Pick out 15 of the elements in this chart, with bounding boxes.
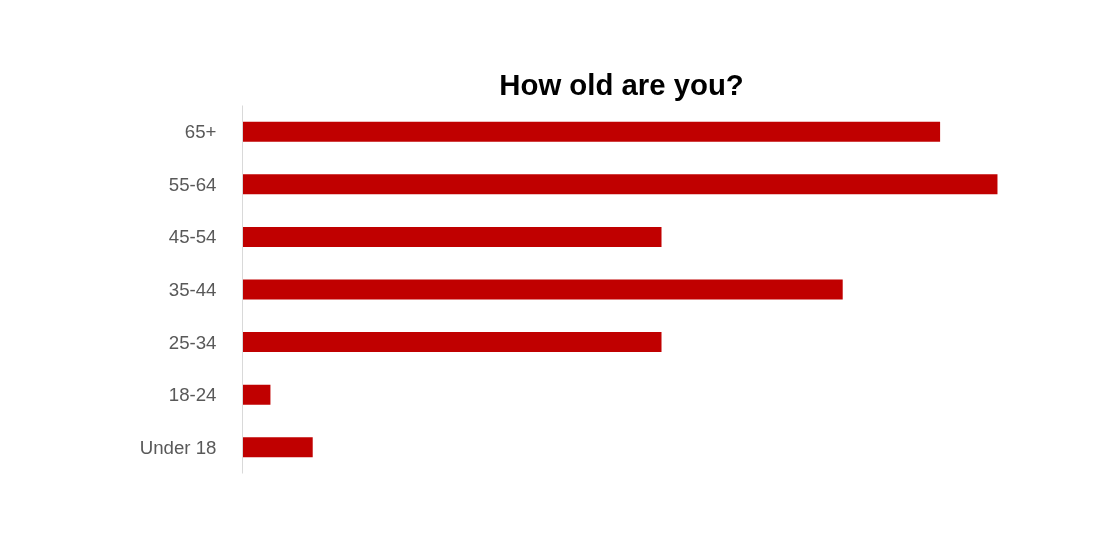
chart-title: How old are you? bbox=[499, 67, 744, 101]
bar bbox=[242, 437, 313, 458]
y-tick-label: 18-24 bbox=[168, 384, 217, 406]
bar bbox=[242, 121, 941, 142]
y-tick-label: 65+ bbox=[184, 121, 217, 143]
bar bbox=[242, 384, 271, 405]
y-tick-label: 25-34 bbox=[168, 331, 217, 353]
bar bbox=[242, 332, 662, 353]
y-tick-label: 55-64 bbox=[168, 173, 217, 195]
bar bbox=[242, 174, 998, 195]
bar bbox=[242, 279, 843, 300]
bar bbox=[242, 226, 662, 247]
y-tick-label: 35-44 bbox=[168, 279, 217, 300]
y-tick-label: Under 18 bbox=[139, 436, 217, 458]
y-tick-label: 45-54 bbox=[168, 226, 217, 248]
